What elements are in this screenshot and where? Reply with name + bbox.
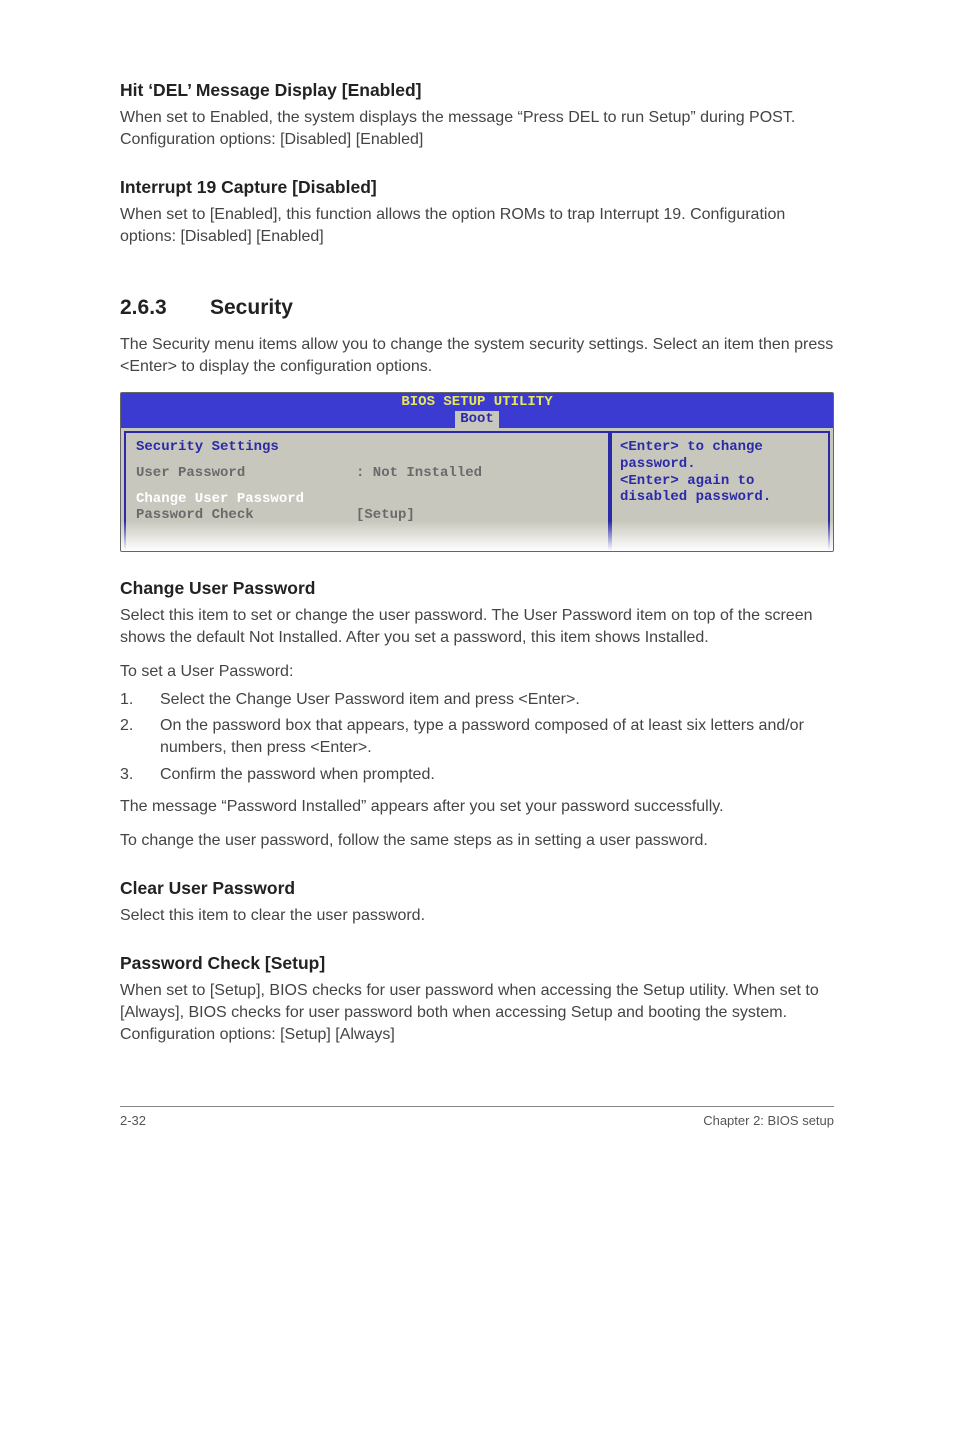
bios-title-bar: BIOS SETUP UTILITY Boot [121, 393, 833, 428]
list-item: 1. Select the Change User Password item … [120, 689, 834, 711]
list-item: 2. On the password box that appears, typ… [120, 715, 834, 759]
body-change-password-2: To set a User Password: [120, 661, 834, 683]
bios-user-password-value: : Not Installed [356, 465, 482, 481]
footer-chapter: Chapter 2: BIOS setup [703, 1113, 834, 1128]
step-text: Select the Change User Password item and… [160, 689, 834, 711]
step-number: 2. [120, 715, 160, 759]
heading-clear-password: Clear User Password [120, 878, 834, 899]
bios-row-change-password: Change User Password [136, 491, 598, 507]
body-hit-del: When set to Enabled, the system displays… [120, 107, 834, 151]
bios-screenshot: BIOS SETUP UTILITY Boot Security Setting… [120, 392, 834, 552]
body-change-password-3: The message “Password Installed” appears… [120, 796, 834, 818]
section-number: 2.6.3 [120, 296, 210, 320]
bios-change-password-label: Change User Password [136, 491, 356, 507]
bios-tab-boot: Boot [455, 411, 499, 429]
step-text: Confirm the password when prompted. [160, 764, 834, 786]
step-number: 1. [120, 689, 160, 711]
bios-user-password-label: User Password [136, 465, 356, 481]
body-change-password-4: To change the user password, follow the … [120, 830, 834, 852]
bios-left-title: Security Settings [136, 439, 598, 455]
steps-list: 1. Select the Change User Password item … [120, 689, 834, 785]
section-title: Security [210, 296, 293, 319]
bios-help-line2: <Enter> again to disabled password. [620, 473, 820, 507]
step-text: On the password box that appears, type a… [160, 715, 834, 759]
footer-page-number: 2-32 [120, 1113, 146, 1128]
heading-hit-del: Hit ‘DEL’ Message Display [Enabled] [120, 80, 834, 101]
bios-title-text: BIOS SETUP UTILITY [121, 394, 833, 410]
page-footer: 2-32 Chapter 2: BIOS setup [120, 1106, 834, 1128]
heading-password-check: Password Check [Setup] [120, 953, 834, 974]
bios-fade-overlay [121, 521, 833, 551]
heading-security: 2.6.3Security [120, 296, 834, 320]
heading-int19: Interrupt 19 Capture [Disabled] [120, 177, 834, 198]
body-change-password-1: Select this item to set or change the us… [120, 605, 834, 649]
body-clear-password: Select this item to clear the user passw… [120, 905, 834, 927]
body-security: The Security menu items allow you to cha… [120, 334, 834, 378]
heading-change-password: Change User Password [120, 578, 834, 599]
list-item: 3. Confirm the password when prompted. [120, 764, 834, 786]
body-password-check: When set to [Setup], BIOS checks for use… [120, 980, 834, 1046]
step-number: 3. [120, 764, 160, 786]
bios-help-line1: <Enter> to change password. [620, 439, 820, 473]
body-int19: When set to [Enabled], this function all… [120, 204, 834, 248]
bios-row-user-password: User Password: Not Installed [136, 465, 598, 481]
